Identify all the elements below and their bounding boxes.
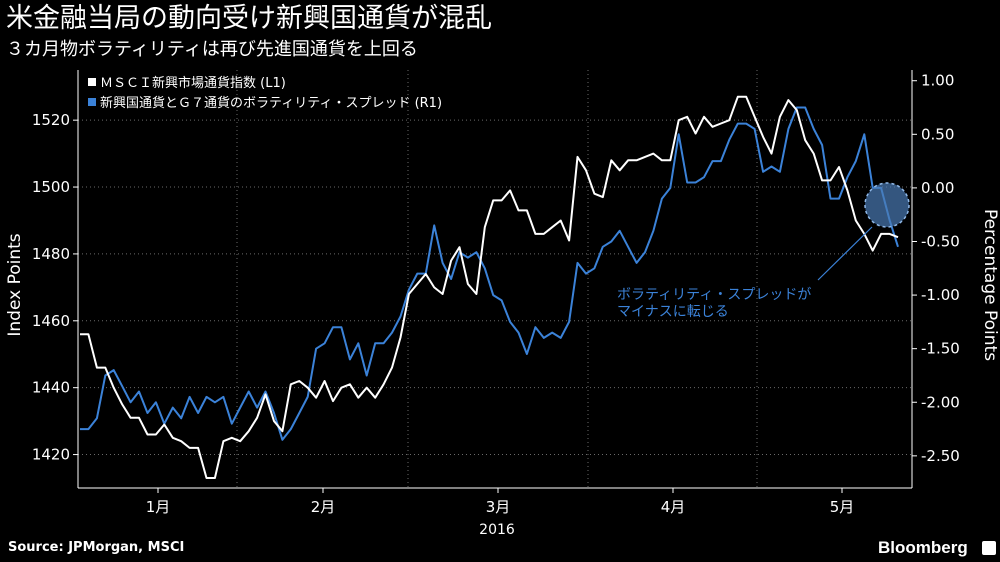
page-subtitle: ３カ月物ボラティリティは再び先進国通貨を上回る: [6, 39, 418, 60]
annotation-line1: ボラティリティ・スプレッドが: [617, 287, 811, 303]
x-tick-label: 4月: [661, 498, 686, 516]
y-left-tick-label: 1460: [32, 312, 70, 330]
page-title: 米金融当局の動向受け新興国通貨が混乱: [6, 3, 492, 34]
legend-swatch-spread: [88, 98, 96, 106]
highlight-circle: [864, 182, 910, 228]
y-left-tick-label: 1480: [32, 245, 70, 263]
y-left-tick-label: 1440: [32, 379, 70, 397]
y-right-tick-label: -2.50: [921, 447, 960, 465]
y-left-tick-label: 1500: [32, 178, 70, 196]
y-right-tick-label: 0.00: [921, 179, 954, 197]
y-left-tick-label: 1520: [32, 111, 70, 129]
legend-swatch-msci: [88, 78, 96, 86]
y-left-tick-label: 1420: [32, 446, 70, 464]
series-line-msci-index: [80, 95, 899, 479]
annotation-arrow: [817, 226, 873, 281]
y-right-tick-label: 1.00: [921, 72, 954, 90]
y-right-tick-label: -1.50: [921, 340, 960, 358]
y-right-tick-label: -0.50: [921, 232, 960, 250]
source-note: Source: JPMorgan, MSCI: [8, 540, 185, 555]
y-right-tick-label: -2.00: [921, 393, 960, 411]
y-axis-right-label: Percentage Points: [980, 209, 1000, 361]
y-right-tick-label: 0.50: [921, 125, 954, 143]
annotation-line2: マイナスに転じる: [617, 304, 729, 320]
x-axis-year-label: 2016: [479, 522, 515, 538]
series-line-volatility-spread: [80, 106, 899, 441]
chart-annotation: ボラティリティ・スプレッドが マイナスに転じる: [617, 182, 910, 320]
y-right-tick-label: -1.00: [921, 286, 960, 304]
bloomberg-terminal-icon: [982, 541, 996, 555]
x-tick-label: 1月: [146, 498, 171, 516]
legend-label-msci: ＭＳＣＩ新興市場通貨指数 (L1): [100, 75, 286, 91]
brand-logo[interactable]: Bloomberg: [878, 538, 968, 557]
x-tick-label: 3月: [486, 498, 511, 516]
chart-legend[interactable]: ＭＳＣＩ新興市場通貨指数 (L1) 新興国通貨とＧ７通貨のボラティリティ・スプレ…: [88, 75, 442, 111]
x-tick-label: 5月: [830, 498, 855, 516]
x-tick-label: 2月: [311, 498, 336, 516]
legend-label-spread: 新興国通貨とＧ７通貨のボラティリティ・スプレッド (R1): [100, 95, 442, 111]
y-axis-left-label: Index Points: [5, 233, 25, 336]
